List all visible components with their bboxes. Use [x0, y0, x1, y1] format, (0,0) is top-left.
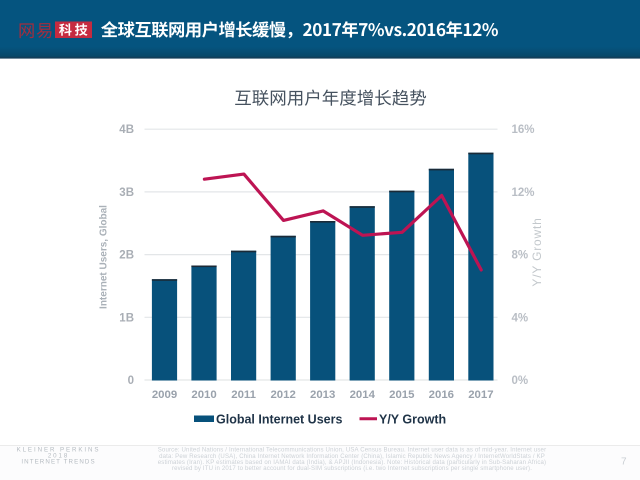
svg-text:2B: 2B	[119, 250, 134, 262]
svg-text:3B: 3B	[119, 187, 134, 199]
svg-text:2014: 2014	[350, 389, 376, 401]
svg-text:7: 7	[621, 456, 627, 467]
svg-text:12%: 12%	[512, 187, 535, 199]
svg-text:KLEINER PERKINS: KLEINER PERKINS	[17, 447, 101, 454]
svg-text:revised by ITU in 2017 to bett: revised by ITU in 2017 to better account…	[172, 466, 532, 472]
svg-text:1B: 1B	[119, 312, 134, 324]
svg-text:16%: 16%	[512, 124, 535, 136]
svg-text:2017: 2017	[468, 389, 493, 401]
svg-text:0: 0	[128, 375, 134, 387]
svg-text:data: Pew Research (USA), Chin: data: Pew Research (USA), China Internet…	[159, 454, 545, 460]
svg-text:0%: 0%	[512, 375, 529, 387]
svg-text:2013: 2013	[310, 389, 335, 401]
svg-text:2011: 2011	[231, 389, 256, 401]
svg-text:2009: 2009	[152, 389, 177, 401]
svg-text:Internet Users, Global: Internet Users, Global	[99, 205, 110, 309]
svg-text:Y/Y Growth: Y/Y Growth	[530, 217, 544, 286]
svg-text:2015: 2015	[389, 389, 415, 401]
svg-text:2016: 2016	[429, 389, 454, 401]
svg-text:2012: 2012	[270, 389, 295, 401]
svg-text:Global Internet Users: Global Internet Users	[216, 412, 342, 426]
svg-text:INTERNET TRENDS: INTERNET TRENDS	[21, 459, 95, 466]
svg-text:4%: 4%	[512, 312, 529, 324]
svg-text:Source: United Nations / Inter: Source: United Nations / International T…	[158, 448, 547, 454]
svg-text:Y/Y Growth: Y/Y Growth	[379, 412, 446, 426]
svg-text:2010: 2010	[191, 389, 216, 401]
svg-text:4B: 4B	[119, 124, 134, 136]
svg-text:8%: 8%	[512, 250, 529, 262]
svg-text:estimates (Iran). KP estimates: estimates (Iran). KP estimates based on …	[158, 460, 546, 466]
svg-text:2018: 2018	[48, 453, 69, 460]
